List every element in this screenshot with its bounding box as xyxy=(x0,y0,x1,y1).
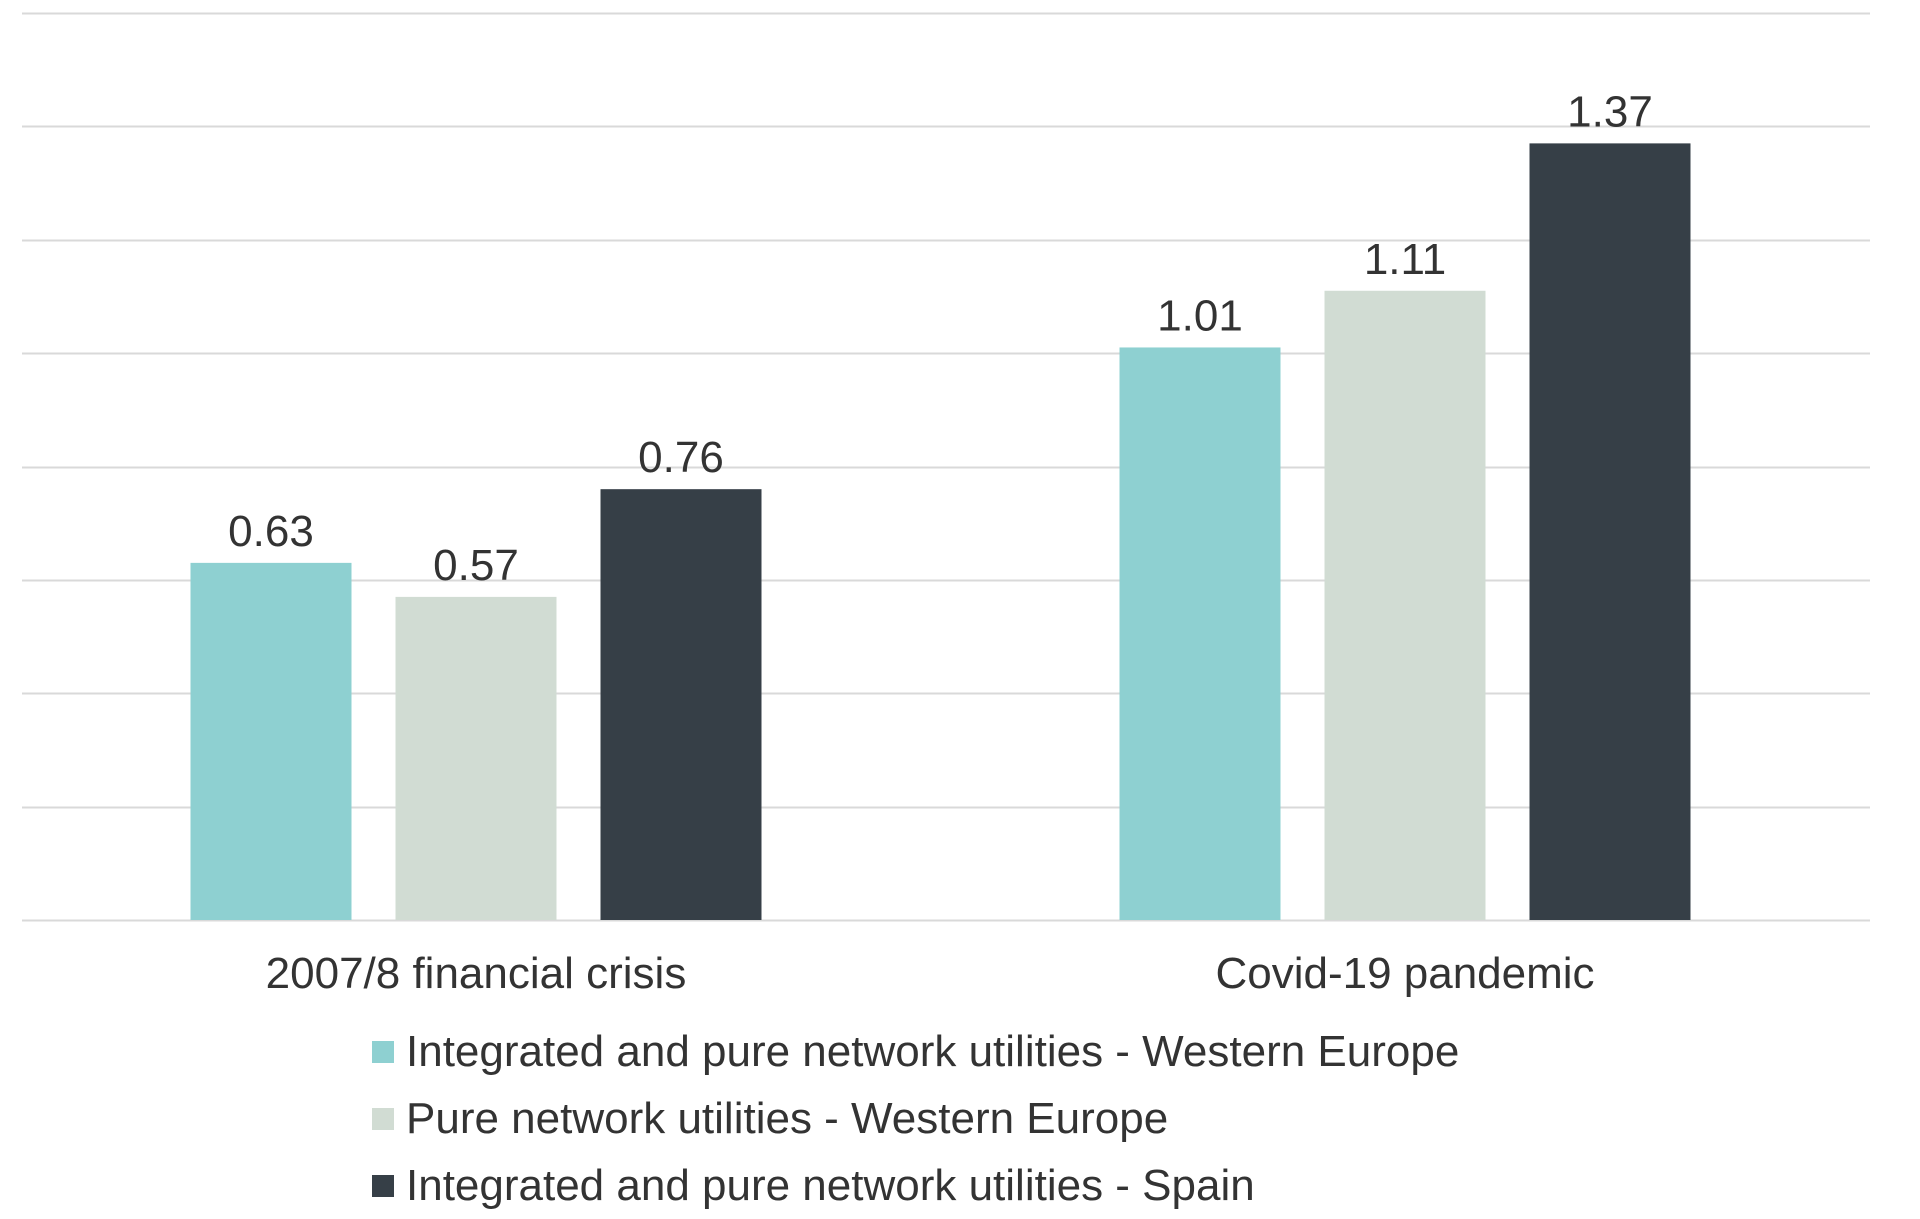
legend-label: Pure network utilities - Western Europe xyxy=(406,1093,1169,1143)
bar xyxy=(1529,143,1691,921)
data-label: 0.57 xyxy=(433,541,519,590)
legend-item-pure-western-europe: Pure network utilities - Western Europe xyxy=(372,1085,1459,1152)
bars xyxy=(190,143,1691,921)
legend-label: Integrated and pure network utilities - … xyxy=(406,1026,1460,1076)
bar xyxy=(1119,347,1281,920)
category-labels: 2007/8 financial crisis Covid-19 pandemi… xyxy=(266,949,1595,998)
legend-item-integrated-western-europe: Integrated and pure network utilities - … xyxy=(372,1018,1459,1085)
data-label: 1.01 xyxy=(1157,291,1243,340)
legend-swatch xyxy=(372,1107,394,1130)
legend-label: Integrated and pure network utilities - … xyxy=(406,1160,1255,1210)
bar-chart: 0.63 0.57 0.76 1.01 1.11 1.37 2007/8 financia… xyxy=(22,12,1870,998)
bar xyxy=(395,596,557,920)
legend-item-integrated-spain: Integrated and pure network utilities - … xyxy=(372,1152,1459,1219)
bar xyxy=(1324,290,1486,920)
data-label: 0.63 xyxy=(228,507,314,556)
legend-swatch xyxy=(372,1040,394,1063)
category-label-financial-crisis: 2007/8 financial crisis xyxy=(266,949,687,998)
bar xyxy=(190,562,352,920)
legend-swatch xyxy=(372,1174,394,1197)
category-label-covid-pandemic: Covid-19 pandemic xyxy=(1215,949,1594,998)
legend: Integrated and pure network utilities - … xyxy=(372,1018,1459,1219)
data-label: 1.11 xyxy=(1364,235,1446,284)
data-label: 0.76 xyxy=(638,433,724,482)
data-label: 1.37 xyxy=(1567,87,1653,136)
data-labels: 0.63 0.57 0.76 1.01 1.11 1.37 xyxy=(228,87,1653,589)
bar xyxy=(600,489,762,920)
